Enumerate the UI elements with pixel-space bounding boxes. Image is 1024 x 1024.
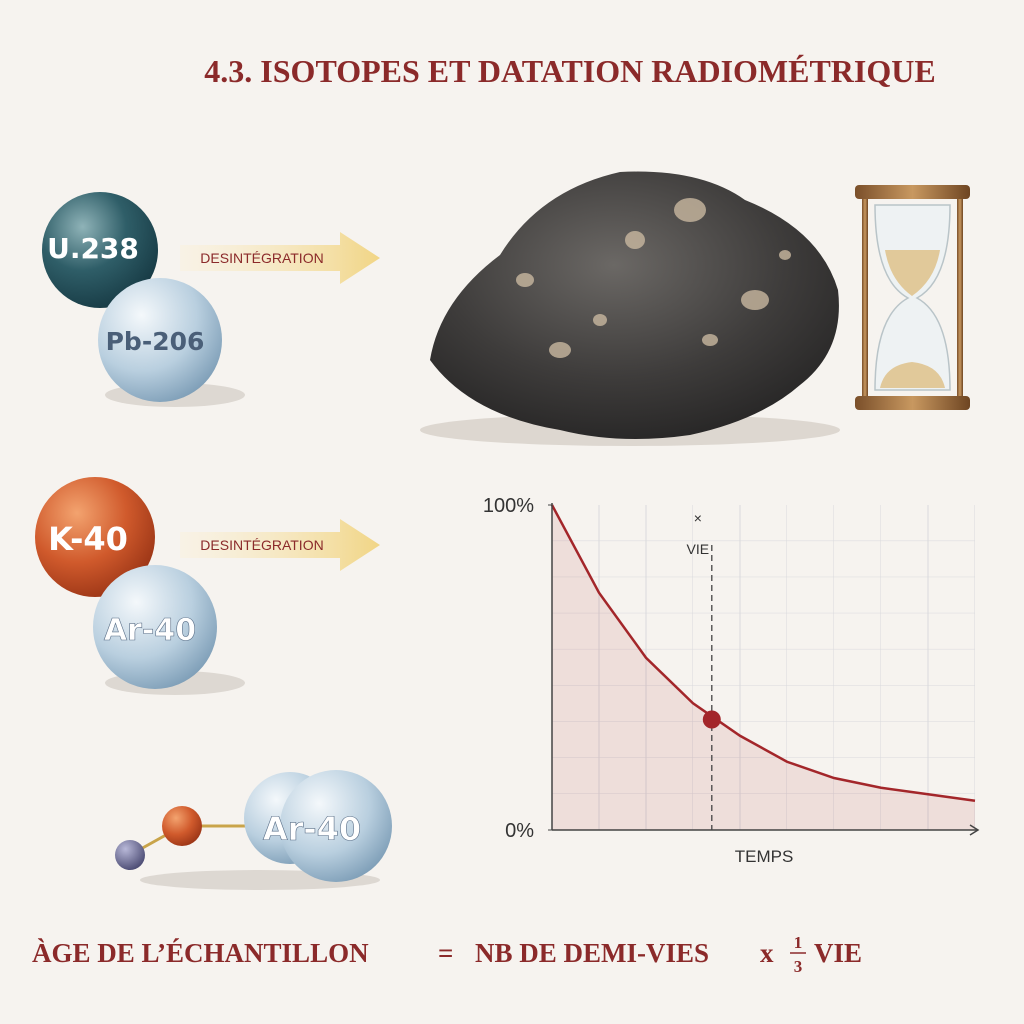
formula-equals: = bbox=[438, 938, 453, 968]
rock-speckles bbox=[516, 198, 791, 358]
y-tick-label: 100% bbox=[483, 495, 534, 517]
formula-frac-top: 1 bbox=[794, 933, 803, 952]
isotope-label: Ar-40 bbox=[263, 810, 361, 848]
ball bbox=[98, 278, 222, 402]
x-axis-label: TEMPS bbox=[735, 847, 794, 866]
line bbox=[550, 504, 976, 802]
area bbox=[552, 505, 975, 830]
isotope-label: K-40 bbox=[48, 520, 128, 558]
axis-arrow bbox=[969, 824, 980, 836]
isotope-label: U.238 bbox=[47, 232, 139, 265]
title: 4.3. ISOTOPES ET DATATION RADIOMÉTRIQUE bbox=[204, 53, 935, 89]
ball bbox=[93, 565, 217, 689]
grid bbox=[552, 505, 975, 830]
half-life-point bbox=[702, 710, 721, 729]
hourglass bbox=[855, 185, 970, 410]
formula-left: ÀGE DE L’ÉCHANTILLON bbox=[32, 938, 369, 968]
arrow-label: DESINTÉGRATION bbox=[200, 250, 323, 266]
annotation: VIE bbox=[687, 541, 710, 557]
formula-times: x bbox=[760, 938, 774, 968]
isotope-label: Ar-40 bbox=[104, 613, 196, 648]
arrow-label: DESINTÉGRATION bbox=[200, 537, 323, 553]
formula-middle: NB DE DEMI-VIES bbox=[475, 938, 709, 968]
ball bbox=[162, 806, 202, 846]
ball bbox=[280, 770, 392, 882]
annotation: × bbox=[694, 510, 702, 526]
ball bbox=[115, 840, 145, 870]
ball bbox=[42, 192, 158, 308]
isotope-label: Pb-206 bbox=[106, 327, 205, 356]
chart: 0% 100% TEMPS × VIE bbox=[483, 495, 980, 866]
ball bbox=[35, 477, 155, 597]
y-tick-label: 0% bbox=[505, 820, 534, 842]
arrow bbox=[180, 519, 380, 571]
arrow bbox=[180, 232, 380, 284]
formula-right: VIE bbox=[814, 938, 862, 968]
rock bbox=[430, 171, 839, 440]
formula-frac-bottom: 3 bbox=[794, 957, 803, 976]
